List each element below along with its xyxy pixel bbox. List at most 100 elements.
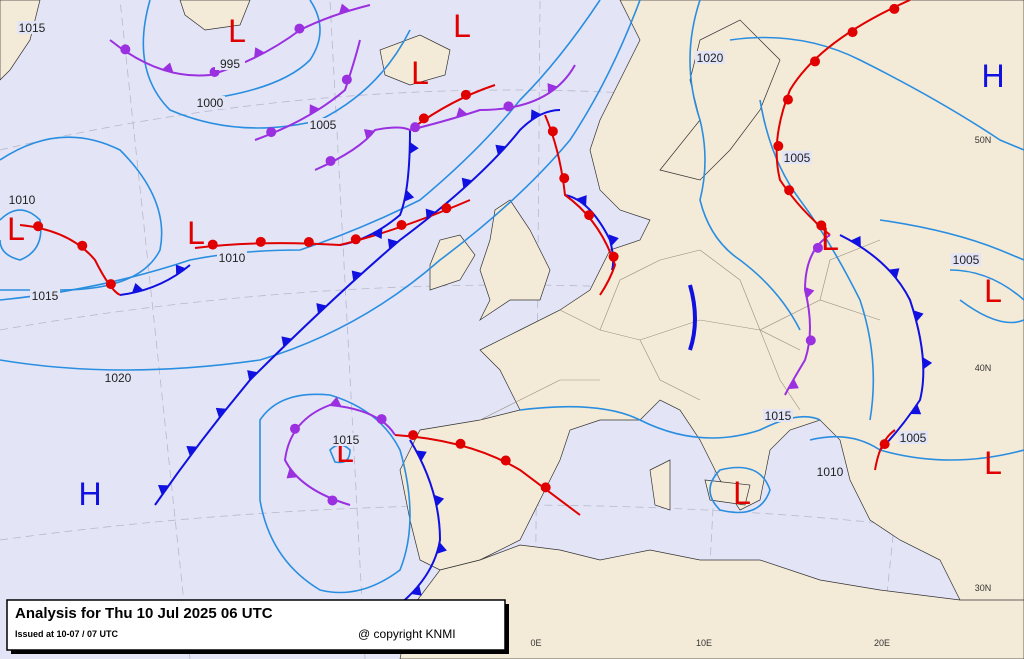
pressure-center: L xyxy=(821,221,839,257)
warm-front-symbol xyxy=(396,219,407,230)
cold-front-symbol xyxy=(338,3,351,14)
isobar-label: 1015 xyxy=(19,21,46,35)
issued-time: Issued at 10-07 / 07 UTC xyxy=(15,629,119,639)
warm-front-symbol xyxy=(410,122,421,133)
warm-front-symbol xyxy=(120,44,131,55)
cold-front-symbol xyxy=(888,268,900,279)
pressure-center: L xyxy=(187,215,205,251)
cold-front-symbol xyxy=(186,446,198,457)
warm-front-symbol xyxy=(460,89,471,100)
isobars xyxy=(0,0,1024,594)
cold-front-symbol xyxy=(425,208,437,220)
isobar-label: 1015 xyxy=(333,433,360,447)
isobar-label: 1005 xyxy=(310,118,337,132)
pressure-center: L xyxy=(228,13,246,49)
warm-front-symbol xyxy=(350,234,361,245)
isobar-label-bg xyxy=(331,433,361,446)
cold-front-symbol xyxy=(247,370,258,381)
isobar-label: 1020 xyxy=(697,51,724,65)
isobar-label-bg xyxy=(195,96,225,109)
cold-front-symbol xyxy=(281,336,293,348)
isobar-label: 1010 xyxy=(9,193,36,207)
warm-front-symbol xyxy=(255,236,266,247)
warm-front-symbol xyxy=(540,482,551,493)
title-box: Analysis for Thu 10 Jul 2025 06 UTC Issu… xyxy=(6,599,509,654)
pressure-center: L xyxy=(733,475,751,511)
cold-front-symbol xyxy=(131,282,144,294)
cold-front-symbol xyxy=(436,542,447,554)
isobar-label: 1015 xyxy=(765,409,792,423)
warm-front-symbol xyxy=(812,242,823,253)
isobar-label-bg xyxy=(782,151,812,164)
warm-front-symbol xyxy=(773,141,784,152)
cold-front-symbol xyxy=(409,142,419,154)
cold-front-symbol xyxy=(850,236,861,247)
cold-front-symbol xyxy=(456,107,468,118)
isobar-label: 1020 xyxy=(105,371,132,385)
cold-front-symbol xyxy=(922,357,933,370)
warm-front-symbol xyxy=(341,74,352,85)
pressure-center: L xyxy=(411,55,429,91)
warm-front-symbol xyxy=(500,455,511,466)
warm-front-symbol xyxy=(608,251,619,262)
isobar-label: 1005 xyxy=(784,151,811,165)
grid-label: 30N xyxy=(975,583,992,593)
isobar-label-bg xyxy=(695,51,725,64)
pressure-center: L xyxy=(984,273,1002,309)
isobar-label-bg xyxy=(898,431,928,444)
isobar-label: 1010 xyxy=(219,251,246,265)
pressure-center: H xyxy=(78,476,101,512)
cold-front-symbol xyxy=(157,485,169,496)
isobar-label-bg xyxy=(217,251,247,264)
cold-front-symbol xyxy=(411,585,422,596)
cold-front-symbol xyxy=(576,195,587,206)
warm-front xyxy=(394,434,581,516)
cold-front-symbol xyxy=(316,303,327,314)
cold-front-symbol xyxy=(461,177,473,189)
cold-front-symbol xyxy=(434,494,445,507)
borders xyxy=(479,239,881,421)
cold-front-symbol xyxy=(910,404,922,415)
grid-label: 40N xyxy=(975,363,992,373)
warm-front-symbol xyxy=(376,414,387,425)
isobar-label: 1005 xyxy=(900,431,927,445)
labels: L LL HL L LLLLLH1015995100010051010101010151… xyxy=(7,8,1005,648)
isobar-label: 995 xyxy=(220,57,240,71)
isobar-label-bg xyxy=(815,465,845,478)
pressure-center: L xyxy=(984,445,1002,481)
warm-front-symbol xyxy=(847,27,858,38)
isobar-label-bg xyxy=(7,193,37,206)
cold-front-symbol xyxy=(416,450,427,462)
warm-front xyxy=(19,224,121,296)
cold-front-symbol xyxy=(215,407,227,419)
grid-label: 50N xyxy=(975,135,992,145)
warm-front-symbol xyxy=(289,423,300,434)
isobar-label-bg xyxy=(103,371,133,384)
cold-front-symbol xyxy=(161,62,174,73)
cold-front-symbol xyxy=(329,396,342,407)
warm-front-symbol xyxy=(325,155,336,166)
cold-front-symbol xyxy=(286,468,298,479)
warm-front-symbol xyxy=(559,173,570,184)
warm-front-symbol xyxy=(408,430,419,441)
warm-front-symbol xyxy=(889,3,900,14)
cold-front-symbol xyxy=(404,189,415,202)
warm-front-symbol xyxy=(266,127,277,138)
grid-label: 10E xyxy=(696,638,712,648)
isobar-label-bg xyxy=(763,409,793,422)
warm-front-symbol xyxy=(879,439,890,450)
isobar-label-bg xyxy=(308,118,338,131)
cold-front-symbol xyxy=(254,47,265,59)
isobar-label: 1005 xyxy=(953,253,980,267)
warm-front-symbol xyxy=(303,237,314,248)
cold-front-symbol xyxy=(788,378,799,390)
occluded-front xyxy=(109,4,371,77)
grid-label: 0E xyxy=(530,638,541,648)
isobar-label: 1010 xyxy=(817,465,844,479)
warm-front-symbol xyxy=(418,113,429,124)
title-panel xyxy=(6,599,506,651)
map-title: Analysis for Thu 10 Jul 2025 06 UTC xyxy=(15,605,273,622)
warm-front-symbol xyxy=(105,279,116,290)
cold-front-symbol xyxy=(547,83,558,94)
